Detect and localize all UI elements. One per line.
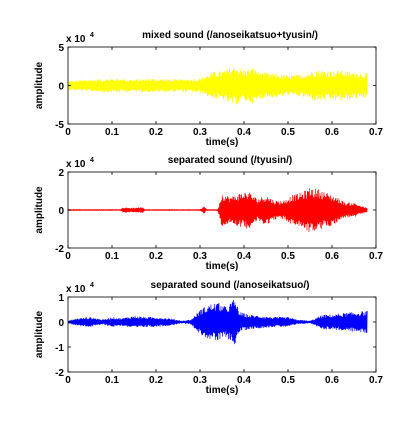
x-tick-label: 0.7 [369,127,383,138]
x-tick-label: 0.6 [325,251,339,262]
chart-title: separated sound (/tyusin/) [168,155,292,166]
y-multiplier: x 10 [66,34,86,45]
y-tick-label: 5 [58,43,64,54]
y-tick-label: -2 [55,244,64,255]
x-tick-label: 0.6 [325,375,339,386]
y-multiplier-exponent: 4 [90,157,94,164]
x-tick-label: 0.2 [149,127,163,138]
x-tick-label: 0.7 [369,375,383,386]
x-tick-label: 0.3 [193,375,207,386]
chart-panel-3: 0 0.1 0.2 0.3 0.4 0.5 0.6 0.7 -2 -1 0 1 separated so… [34,280,383,396]
x-tick-label: 0.7 [369,251,383,262]
y-tick-label: -1 [55,343,64,354]
chart-title: mixed sound (/anoseikatsuo+tyusin/) [142,30,318,41]
y-tick-label: 0 [58,82,64,93]
x-axis-label: time(s) [206,261,239,272]
y-tick-label: 1 [58,293,64,304]
x-tick-label: 0.5 [281,251,295,262]
y-tick-label: -2 [55,368,64,379]
y-axis-label: amplitude [34,61,45,109]
signal-series-1 [68,67,368,105]
x-tick-label: 0.5 [281,127,295,138]
y-multiplier-exponent: 4 [90,282,94,289]
plot-frame [67,296,377,373]
y-tick-label: 0 [58,206,64,217]
x-axis-label: time(s) [206,385,239,396]
x-tick-label: 0.4 [237,127,251,138]
x-tick-label: 0 [65,375,71,386]
x-tick-label: 0 [65,127,71,138]
x-axis-label: time(s) [206,137,239,148]
y-axis-label: amplitude [34,186,45,234]
x-tick-label: 0.5 [281,375,295,386]
x-tick-label: 0.3 [193,251,207,262]
x-tick-label: 0.6 [325,127,339,138]
x-tick-label: 0.1 [105,251,119,262]
chart-title: separated sound (/anoseikatsuo/) [151,280,310,291]
signal-series-2 [68,188,368,232]
y-multiplier: x 10 [66,159,86,170]
y-multiplier-exponent: 4 [90,32,94,39]
x-tick-label: 0.2 [149,375,163,386]
y-tick-label: 2 [58,168,64,179]
x-tick-label: 0.1 [105,127,119,138]
y-multiplier: x 10 [66,284,86,295]
y-axis-label: amplitude [34,310,45,358]
x-tick-label: 0.1 [105,375,119,386]
x-tick-label: 0.4 [237,375,251,386]
x-tick-label: 0.2 [149,251,163,262]
x-tick-label: 0 [65,251,71,262]
signal-series-3 [68,299,368,345]
x-tick-label: 0.4 [237,251,251,262]
y-tick-label: -5 [55,120,64,131]
x-tick-label: 0.3 [193,127,207,138]
y-tick-label: 0 [58,318,64,329]
